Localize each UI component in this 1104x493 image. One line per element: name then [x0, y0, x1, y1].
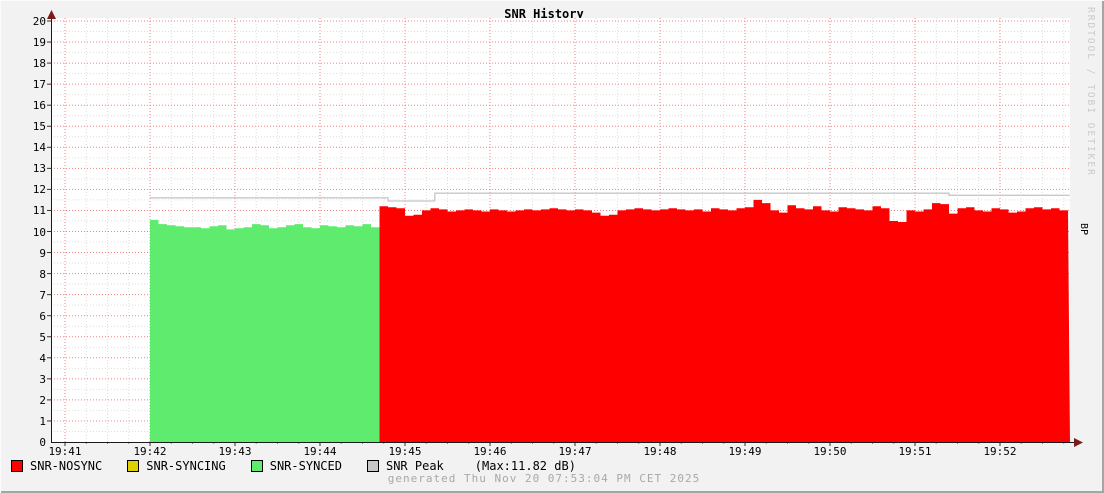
series-line-snr-peak [150, 192, 1070, 202]
x-tick-label: 19:47 [558, 445, 592, 458]
legend-swatch-snr peak [366, 460, 379, 472]
x-tick-label: 19:43 [218, 445, 252, 458]
legend-label: SNR-SYNCING [146, 459, 226, 473]
y-tick-label: 12 [32, 183, 46, 197]
legend-label: SNR Peak [385, 459, 444, 473]
legend-label: SNR-NOSYNC [30, 459, 103, 473]
y-tick-label: 2 [39, 393, 46, 407]
x-tick-label: 19:50 [813, 445, 847, 458]
y-axis-arrow [47, 10, 56, 19]
legend-item: SNR-NOSYNC [11, 459, 102, 473]
y-tick-label: 9 [39, 246, 46, 260]
x-tick-label: 19:52 [983, 445, 1017, 458]
y-tick-label: 14 [32, 141, 46, 155]
y-tick-label: 20 [32, 15, 46, 28]
y-tick-label: 0 [39, 436, 46, 449]
y-tick-label: 11 [32, 204, 46, 218]
legend-label: SNR-SYNCED [269, 459, 342, 473]
x-tick-label: 19:49 [728, 445, 762, 458]
legend-items: SNR-NOSYNC SNR-SYNCING SNR-SYNCED SNR Peak [11, 459, 469, 473]
y-tick-label: 4 [39, 351, 46, 365]
y-tick-label: 6 [39, 309, 46, 323]
legend-max-note: (Max:11.82 dB) [474, 459, 576, 473]
x-tick-label: 19:45 [388, 445, 422, 458]
series-area-snr-synced [150, 219, 380, 442]
right-axis-label: BP [1078, 223, 1089, 236]
y-tick-label: 7 [39, 288, 46, 302]
y-tick-label: 10 [32, 225, 46, 239]
y-tick-label: 8 [39, 267, 46, 281]
legend-item: SNR Peak [366, 459, 444, 473]
y-tick-label: 1 [39, 414, 46, 428]
x-axis-arrow [1074, 438, 1083, 447]
y-tick-label: 17 [32, 78, 46, 92]
legend-item: SNR-SYNCED [250, 459, 342, 473]
legend-swatch-snr-syncing [127, 460, 140, 472]
chart-title: SNR History [504, 7, 584, 21]
y-tick-label: 19 [32, 36, 46, 50]
x-tick-label: 19:51 [898, 445, 932, 458]
y-tick-label: 13 [32, 162, 46, 176]
x-tick-label: 19:42 [133, 445, 167, 458]
y-tick-label: 18 [32, 57, 46, 71]
generated-timestamp: generated Thu Nov 20 07:53:04 PM CET 202… [387, 472, 701, 485]
series-area-snr-nosync [379, 199, 1070, 442]
x-tick-label: 19:46 [473, 445, 507, 458]
legend-swatch-snr-synced [250, 460, 263, 472]
y-tick-label: 5 [39, 330, 46, 344]
legend-item: SNR-SYNCING [127, 459, 226, 473]
y-tick-label: 3 [39, 372, 46, 386]
y-tick-label: 16 [32, 99, 46, 113]
legend-swatch-snr-nosync [11, 460, 23, 472]
rrdtool-watermark: RRDTOOL / TOBI OETIKER [1085, 7, 1096, 177]
x-tick-label: 19:41 [48, 445, 82, 458]
y-tick-label: 15 [32, 120, 46, 134]
x-tick-label: 19:48 [643, 445, 677, 458]
x-tick-label: 19:44 [303, 445, 337, 458]
legend: SNR-NOSYNC SNR-SYNCING SNR-SYNCED SNR Peak … [11, 459, 576, 473]
